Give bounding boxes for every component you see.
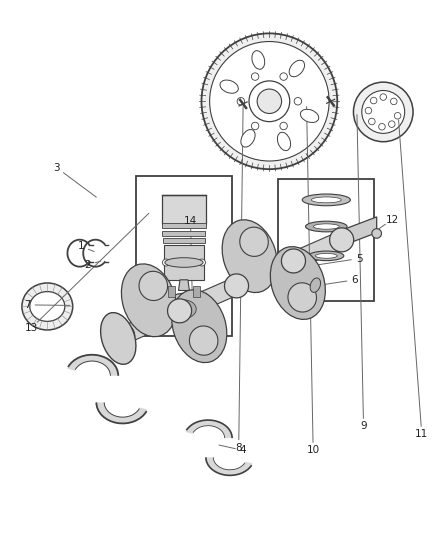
Ellipse shape [302,194,350,206]
Ellipse shape [282,249,305,273]
Polygon shape [185,420,232,438]
Text: 11: 11 [415,430,428,439]
Text: 10: 10 [307,446,320,455]
Ellipse shape [241,130,255,147]
Bar [168,286,175,297]
Bar [162,195,206,224]
Text: 2: 2 [84,260,91,270]
Bar [162,223,206,228]
Ellipse shape [172,300,196,318]
Polygon shape [206,457,253,475]
Ellipse shape [101,313,136,364]
Bar [163,238,205,243]
Ellipse shape [225,274,248,298]
Ellipse shape [111,324,134,348]
Polygon shape [67,355,118,376]
Text: 14: 14 [184,216,197,226]
Ellipse shape [372,229,381,238]
Ellipse shape [168,299,191,323]
Ellipse shape [189,326,218,355]
Circle shape [368,118,375,125]
Ellipse shape [300,109,319,123]
Circle shape [365,107,372,114]
Circle shape [379,124,385,130]
Polygon shape [179,280,189,290]
Circle shape [391,98,397,104]
Ellipse shape [165,257,203,268]
Text: 13: 13 [25,323,38,333]
Text: 8: 8 [235,443,242,453]
Circle shape [362,91,405,133]
Ellipse shape [139,271,168,301]
Circle shape [249,81,290,122]
Ellipse shape [252,51,265,69]
Text: 3: 3 [53,163,60,173]
Text: 1: 1 [78,241,85,251]
Ellipse shape [330,228,353,252]
Text: 5: 5 [356,254,363,263]
Circle shape [198,259,205,266]
Circle shape [210,42,329,161]
Ellipse shape [220,80,238,93]
Bar [162,231,205,236]
Ellipse shape [30,292,65,321]
Circle shape [371,97,377,104]
Text: 4: 4 [240,446,247,455]
Ellipse shape [315,254,337,259]
Ellipse shape [163,293,205,325]
Circle shape [237,98,244,105]
Circle shape [201,34,337,169]
Text: 9: 9 [360,422,367,431]
Circle shape [251,73,259,80]
Bar [278,179,374,301]
Ellipse shape [305,221,347,232]
Circle shape [353,82,413,142]
Circle shape [380,94,386,100]
Ellipse shape [314,224,339,229]
Circle shape [394,112,401,119]
Circle shape [389,121,395,127]
Circle shape [280,73,287,80]
Bar [136,176,232,336]
Ellipse shape [288,283,317,312]
Ellipse shape [277,132,290,151]
Text: 6: 6 [351,275,358,285]
Circle shape [251,122,259,130]
Ellipse shape [172,290,227,362]
Ellipse shape [270,247,325,319]
Bar [193,286,200,297]
Ellipse shape [289,60,304,77]
Circle shape [257,89,282,114]
Bar [164,245,204,280]
Polygon shape [342,217,377,246]
Text: 7: 7 [24,300,31,310]
Ellipse shape [309,251,344,261]
Ellipse shape [240,227,268,256]
Ellipse shape [22,283,73,330]
Circle shape [162,259,170,266]
Text: 12: 12 [385,215,399,224]
Polygon shape [123,230,342,345]
Circle shape [280,122,287,130]
Ellipse shape [222,220,277,293]
Ellipse shape [311,197,341,203]
Circle shape [294,98,302,105]
Ellipse shape [310,278,321,293]
Polygon shape [96,402,147,423]
Ellipse shape [121,264,177,337]
